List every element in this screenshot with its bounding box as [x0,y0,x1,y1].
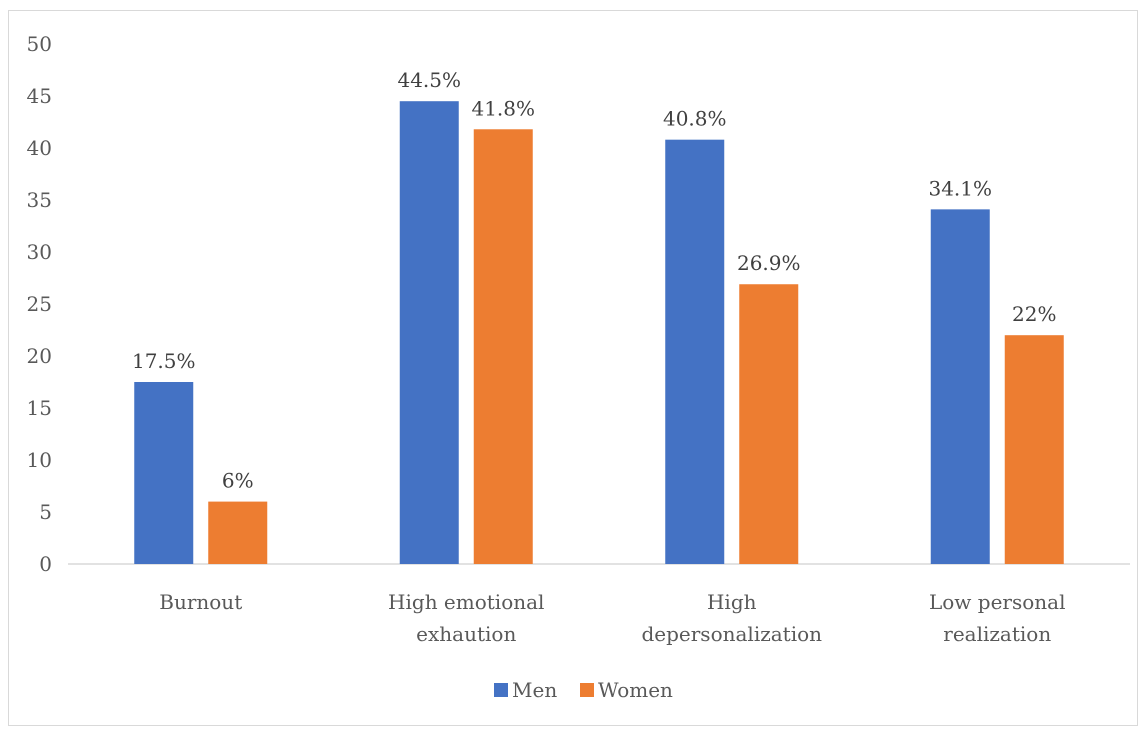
category-label: exhaution [416,622,516,646]
bar-men [930,209,990,565]
y-tick-label: 0 [39,552,52,576]
y-tick-label: 15 [27,396,52,420]
category-label: realization [943,622,1051,646]
legend-label-men: Men [512,678,557,702]
data-label: 40.8% [663,107,727,131]
data-label: 26.9% [737,251,801,275]
data-label: 44.5% [397,68,461,92]
y-axis-ticks: 0 5 10 15 20 25 30 35 40 45 50 [27,32,52,576]
y-tick-label: 40 [27,136,52,160]
category-label: Low personal [929,590,1066,614]
y-tick-label: 5 [39,500,52,524]
y-tick-label: 20 [27,344,52,368]
category-label: depersonalization [641,622,822,646]
legend-swatch-women [580,683,594,697]
y-tick-label: 25 [27,292,52,316]
bars [134,101,1064,565]
y-tick-label: 35 [27,188,52,212]
data-label: 17.5% [132,349,196,373]
y-tick-label: 50 [27,32,52,56]
y-tick-label: 10 [27,448,52,472]
bar-women [473,129,533,564]
bar-men [665,139,725,564]
legend: Men Women [494,678,673,702]
bar-men [399,101,459,564]
data-labels: 17.5% 6% 44.5% 41.8% 40.8% 26.9% 34.1% 22% [132,68,1057,492]
category-label: High [707,590,757,614]
category-labels: Burnout High emotional exhaution High depers… [159,590,1065,646]
data-label: 34.1% [928,176,992,200]
y-tick-label: 45 [27,84,52,108]
category-label: High emotional [388,590,544,614]
bar-women [1004,335,1064,564]
y-tick-label: 30 [27,240,52,264]
data-label: 22% [1012,302,1056,326]
legend-swatch-men [494,683,508,697]
data-label: 41.8% [471,96,535,120]
data-label: 6% [222,469,254,493]
bar-women [208,501,268,564]
legend-label-women: Women [598,678,673,702]
bar-men [134,382,194,564]
category-label: Burnout [159,590,242,614]
bar-women [739,284,799,564]
